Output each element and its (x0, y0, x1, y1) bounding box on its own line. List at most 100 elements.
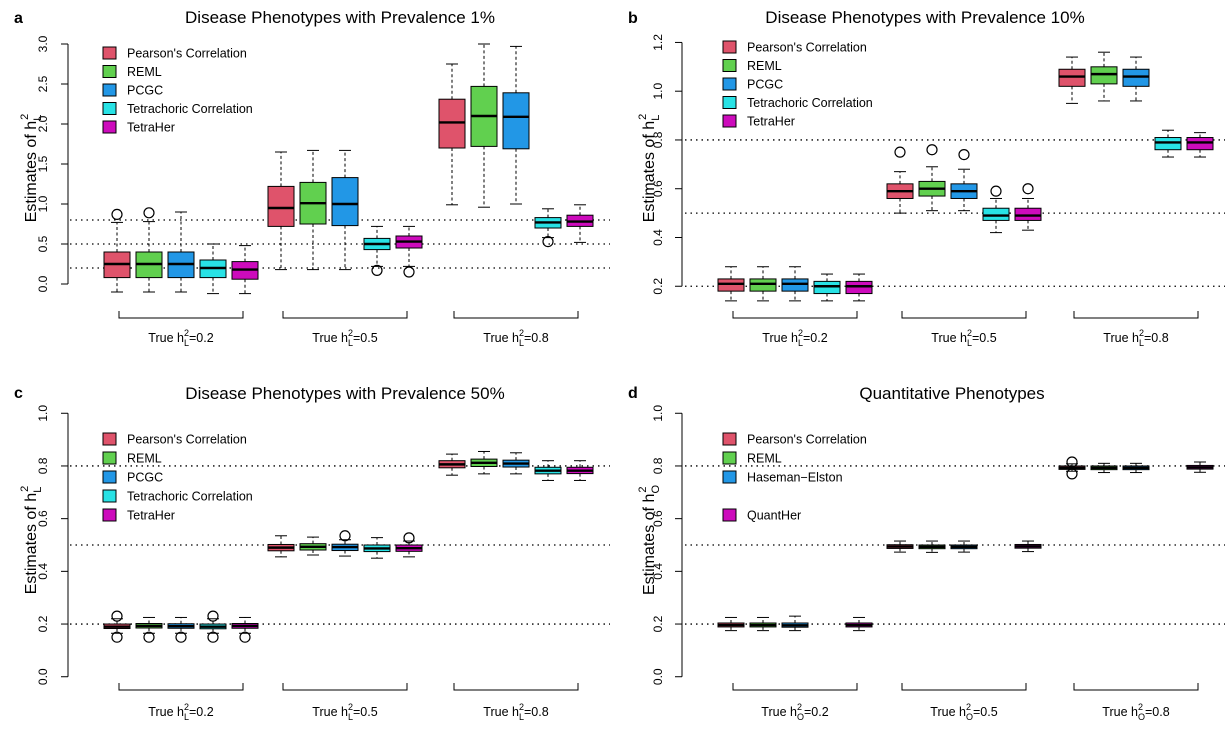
box-3 (331, 149, 359, 271)
group-label: True h2 L=0.5 (931, 328, 996, 348)
group-label: True h2 L=0.2 (148, 702, 213, 722)
box-body (331, 177, 359, 227)
box-body (1154, 137, 1182, 151)
box-body (749, 278, 777, 292)
box-1 (1058, 56, 1086, 104)
legend-swatch (102, 120, 117, 134)
panel-b-title: Disease Phenotypes with Prevalence 10% (765, 8, 1084, 27)
box-5 (566, 204, 594, 243)
legend-label: Tetrachoric Correlation (747, 96, 873, 110)
panel-b-ylabel: Estimates of h2L (637, 114, 662, 223)
group-bracket (118, 683, 244, 691)
legend-swatch (102, 508, 117, 522)
box-3 (167, 616, 195, 643)
legend-label: PCGC (127, 84, 163, 98)
box-body (717, 278, 745, 292)
outlier-point (207, 631, 219, 643)
group-bracket (118, 311, 244, 319)
box-3 (781, 615, 809, 632)
group-bracket (1073, 683, 1199, 691)
legend-swatch (102, 102, 117, 115)
panel-a-ylabel: Estimates of h2L (19, 114, 44, 223)
box-1 (438, 63, 466, 206)
box-1 (438, 453, 466, 476)
legend-swatch (722, 508, 737, 522)
box-2 (470, 43, 498, 208)
box-body (845, 280, 873, 295)
outlier-point (111, 610, 123, 622)
legend-swatch (722, 451, 737, 465)
box-body (1122, 68, 1150, 87)
y-tick-label: 0.2 (36, 615, 50, 632)
panel-b-plot: 0.2 0.4 0.6 0.8 1.0 1.2 True h2 L=0.2 True h2 L=0… (651, 34, 1225, 348)
legend-label: Pearson's Correlation (127, 433, 247, 447)
group-label: True h2 L=0.5 (312, 328, 377, 348)
y-tick-label: 0.5 (36, 235, 50, 252)
y-tick-label: 0.0 (36, 668, 50, 685)
box-1 (267, 151, 295, 271)
box-5 (1014, 183, 1042, 231)
outlier-point (143, 207, 155, 219)
box-4 (534, 208, 562, 248)
group-bracket (282, 311, 408, 319)
panel-d-plot: 0.0 0.2 0.4 0.6 0.8 1.0 True h2 O=0.2 True h2 O=0… (651, 405, 1225, 722)
outlier-point (1066, 456, 1078, 468)
legend-swatch (722, 59, 737, 72)
legend-swatch (102, 451, 117, 465)
y-tick-label: 0.8 (36, 457, 50, 474)
box-2 (749, 266, 777, 302)
legend-label: Tetrachoric Correlation (127, 490, 253, 504)
box-body (1058, 68, 1086, 87)
outlier-point (207, 610, 219, 622)
box-5 (845, 273, 873, 302)
panel-letter-b: b (628, 10, 638, 27)
group-label: True h2 L=0.2 (148, 328, 213, 348)
box-3 (950, 540, 978, 553)
outlier-point (1066, 468, 1078, 480)
box-2 (918, 540, 946, 553)
panel-a-ylabel-text: Estimates of h2L (19, 114, 44, 223)
panel-c-title: Disease Phenotypes with Prevalence 50% (185, 384, 504, 403)
legend-label: TetraHer (127, 509, 175, 523)
box-2 (1090, 51, 1118, 102)
box-4 (813, 273, 841, 302)
group-label: True h2 L=0.5 (312, 702, 377, 722)
y-tick-label: 3.0 (36, 35, 50, 52)
y-tick-label: 1.0 (651, 405, 665, 422)
group-bracket (901, 683, 1027, 691)
y-tick-label: 0.4 (651, 563, 665, 580)
box-4 (982, 185, 1010, 234)
y-tick-label: 0.6 (651, 180, 665, 197)
legend-label: Pearson's Correlation (747, 41, 867, 55)
box-body (781, 278, 809, 292)
legend-swatch (722, 114, 737, 128)
legend-swatch (722, 77, 737, 91)
panel-letter-d: d (628, 385, 638, 402)
box-2 (918, 144, 946, 212)
legend-label: TetraHer (127, 121, 175, 135)
outlier-point (111, 208, 123, 220)
box-1 (103, 208, 131, 293)
y-tick-label: 0.6 (651, 510, 665, 527)
group-bracket (453, 683, 579, 691)
legend-swatch (722, 432, 737, 446)
outlier-point (175, 631, 187, 643)
panel-c: c Disease Phenotypes with Prevalence 50%… (14, 384, 610, 722)
outlier-point (1022, 183, 1034, 195)
y-tick-label: 1.2 (651, 34, 665, 51)
panel-letter-c: c (14, 385, 23, 402)
box-2 (135, 207, 163, 293)
box-5 (1186, 132, 1214, 158)
y-tick-label: 0.4 (651, 229, 665, 246)
box-5 (1186, 461, 1214, 473)
group-label: True h2 O=0.5 (930, 702, 997, 722)
legend-label: PCGC (747, 78, 783, 92)
box-4 (534, 460, 562, 481)
box-1 (103, 610, 131, 643)
legend-swatch (102, 65, 117, 78)
outlier-point (958, 148, 970, 161)
box-5 (845, 616, 873, 632)
y-tick-label: 0.8 (651, 131, 665, 148)
legend-swatch (722, 40, 737, 54)
box-4 (363, 537, 391, 559)
